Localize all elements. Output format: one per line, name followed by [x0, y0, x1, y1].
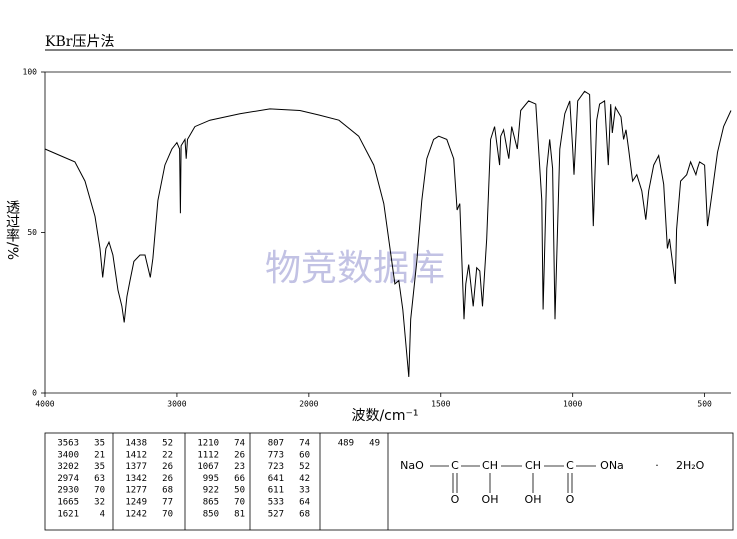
- x-tick-label: 1000: [563, 400, 582, 409]
- peak-transmittance: 42: [299, 474, 310, 484]
- peak-wavenumber: 807: [268, 439, 284, 449]
- y-tick-label: 100: [23, 68, 38, 77]
- table-dividers: [112, 433, 389, 530]
- peak-transmittance: 26: [162, 474, 173, 484]
- peak-wavenumber: 1412: [125, 450, 147, 460]
- peak-wavenumber: 2930: [57, 486, 79, 496]
- peak-wavenumber: 1112: [197, 450, 219, 460]
- peak-wavenumber: 3400: [57, 450, 79, 460]
- peak-wavenumber: 3563: [57, 439, 79, 449]
- peak-transmittance: 74: [299, 439, 310, 449]
- peak-transmittance: 64: [299, 498, 310, 508]
- peak-wavenumber: 922: [203, 486, 219, 496]
- peak-transmittance: 81: [234, 509, 245, 519]
- peak-wavenumber: 1438: [125, 439, 147, 449]
- peak-wavenumber: 1377: [125, 462, 147, 472]
- y-tick-label: 50: [27, 228, 37, 237]
- atom: C: [451, 459, 459, 472]
- atom: ONa: [600, 459, 624, 472]
- peak-wavenumber: 1249: [125, 498, 147, 508]
- peak-wavenumber: 1210: [197, 439, 219, 449]
- x-tick-label: 4000: [35, 400, 54, 409]
- peak-transmittance: 74: [234, 439, 245, 449]
- atom: NaO: [400, 459, 424, 472]
- peak-transmittance: 70: [94, 486, 105, 496]
- peak-transmittance: 32: [94, 498, 105, 508]
- atom: O: [566, 493, 575, 506]
- peak-transmittance: 50: [234, 486, 245, 496]
- peak-wavenumber: 527: [268, 509, 284, 519]
- x-tick-label: 1500: [431, 400, 450, 409]
- peak-transmittance: 68: [162, 486, 173, 496]
- peak-transmittance: 22: [162, 450, 173, 460]
- peak-wavenumber: 489: [338, 439, 354, 449]
- peak-wavenumber: 1621: [57, 509, 79, 519]
- peak-transmittance: 63: [94, 474, 105, 484]
- atom: CH: [482, 459, 498, 472]
- peak-transmittance: 26: [234, 450, 245, 460]
- table-frame: [44, 432, 734, 531]
- dot: ·: [655, 459, 659, 472]
- watermark: 物竞数据库: [265, 248, 445, 289]
- peak-wavenumber: 1242: [125, 509, 147, 519]
- bonds: [430, 465, 596, 493]
- peak-transmittance: 68: [299, 509, 310, 519]
- atom: OH: [482, 493, 499, 506]
- x-tick-label: 500: [697, 400, 712, 409]
- x-tick-label: 2000: [299, 400, 318, 409]
- peak-wavenumber: 723: [268, 462, 284, 472]
- peak-wavenumber: 533: [268, 498, 284, 508]
- peak-wavenumber: 1342: [125, 474, 147, 484]
- peak-transmittance: 4: [100, 509, 105, 519]
- peak-transmittance: 23: [234, 462, 245, 472]
- peak-wavenumber: 2974: [57, 474, 79, 484]
- peak-transmittance: 52: [162, 439, 173, 449]
- peak-transmittance: 70: [162, 509, 173, 519]
- peak-transmittance: 33: [299, 486, 310, 496]
- peak-transmittance: 66: [234, 474, 245, 484]
- atom: CH: [525, 459, 541, 472]
- atom: C: [566, 459, 574, 472]
- x-tick-label: 3000: [167, 400, 186, 409]
- peak-wavenumber: 850: [203, 509, 219, 519]
- peak-wavenumber: 1067: [197, 462, 219, 472]
- peak-transmittance: 70: [234, 498, 245, 508]
- peak-wavenumber: 641: [268, 474, 284, 484]
- peak-transmittance: 52: [299, 462, 310, 472]
- peak-transmittance: 21: [94, 450, 105, 460]
- y-tick-label: 0: [32, 389, 37, 398]
- water: 2H₂O: [676, 459, 705, 472]
- y-axis-label: 透过率/%: [4, 200, 20, 260]
- x-axis-label: 波数/cm⁻¹: [351, 408, 418, 424]
- peak-transmittance: 60: [299, 450, 310, 460]
- peak-wavenumber: 773: [268, 450, 284, 460]
- peak-wavenumber: 995: [203, 474, 219, 484]
- spectrum-line: [44, 90, 732, 377]
- peak-transmittance: 26: [162, 462, 173, 472]
- peak-wavenumber: 1665: [57, 498, 79, 508]
- peak-wavenumber: 1277: [125, 486, 147, 496]
- peak-transmittance: 35: [94, 439, 105, 449]
- peak-transmittance: 35: [94, 462, 105, 472]
- peak-wavenumber: 3202: [57, 462, 79, 472]
- peak-transmittance: 77: [162, 498, 173, 508]
- atom: O: [451, 493, 460, 506]
- peak-transmittance: 49: [369, 439, 380, 449]
- peak-wavenumber: 611: [268, 486, 284, 496]
- title: KBr压片法: [45, 34, 114, 50]
- peak-wavenumber: 865: [203, 498, 219, 508]
- atom: OH: [525, 493, 542, 506]
